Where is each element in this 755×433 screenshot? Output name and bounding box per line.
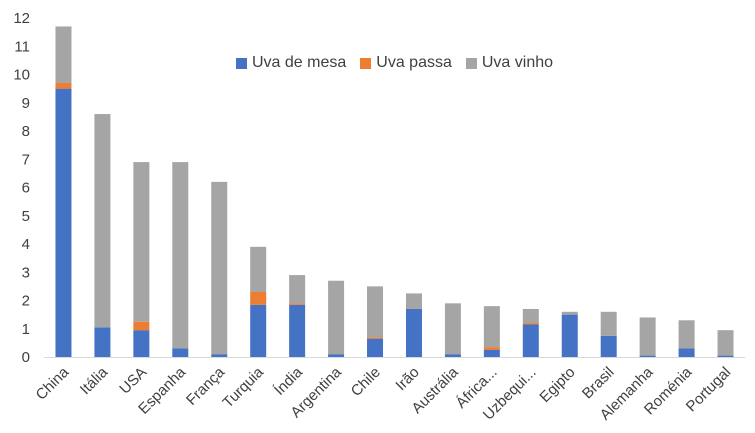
x-tick-label: Chile — [348, 364, 384, 400]
legend-swatch-uva-de-mesa — [236, 57, 247, 69]
x-tick-label: Índia — [271, 363, 306, 398]
y-tick-label: 1 — [22, 321, 30, 338]
bar-uva-passa — [522, 323, 539, 325]
bar-uva-passa — [250, 292, 267, 305]
y-tick-label: 6 — [22, 180, 30, 197]
bar-uva-vinho — [678, 320, 695, 349]
bar-uva-vinho — [405, 293, 422, 309]
bar-uva-vinho — [639, 317, 656, 356]
y-tick-label: 8 — [22, 123, 30, 140]
bar-uva-vinho — [717, 330, 734, 356]
y-tick-label: 3 — [22, 264, 30, 281]
legend-item-uva-vinho: Uva vinho — [465, 54, 554, 72]
y-tick-label: 12 — [13, 10, 30, 27]
legend-label-uva-vinho: Uva vinho — [481, 54, 554, 71]
bar-uva-de-mesa — [250, 304, 267, 357]
bar-uva-passa — [367, 337, 384, 339]
bar-uva-de-mesa — [717, 355, 734, 357]
y-tick-label: 7 — [22, 151, 30, 168]
bar-uva-passa — [289, 303, 306, 305]
y-tick-label: 4 — [22, 236, 30, 253]
bar-uva-vinho — [367, 286, 384, 338]
legend-item-uva-passa: Uva passa — [360, 54, 452, 72]
bar-uva-vinho — [444, 303, 461, 355]
legend-label-uva-passa: Uva passa — [376, 54, 452, 71]
bar-uva-de-mesa — [405, 308, 422, 357]
bar-uva-de-mesa — [444, 354, 461, 357]
bar-uva-vinho — [211, 181, 228, 355]
bar-uva-vinho — [133, 162, 150, 322]
bar-uva-passa — [55, 82, 72, 89]
x-tick-label: USA — [116, 364, 150, 398]
y-tick-label: 5 — [22, 208, 30, 225]
bar-uva-de-mesa — [328, 354, 345, 357]
y-tick-label: 0 — [22, 349, 30, 366]
bar-uva-de-mesa — [211, 354, 228, 357]
x-tick-label: China — [33, 363, 73, 403]
bar-uva-de-mesa — [678, 348, 695, 357]
bar-uva-vinho — [328, 280, 345, 355]
x-tick-label: Irão — [392, 364, 422, 394]
bar-uva-de-mesa — [561, 314, 578, 357]
y-tick-label: 11 — [14, 38, 30, 55]
x-tick-label: Turquia — [219, 363, 267, 411]
bar-uva-de-mesa — [600, 335, 617, 357]
bar-uva-de-mesa — [289, 304, 306, 357]
bar-uva-de-mesa — [483, 349, 500, 357]
y-tick-label: 2 — [22, 293, 30, 310]
bar-uva-de-mesa — [172, 348, 189, 357]
bar-uva-vinho — [250, 246, 267, 293]
bar-uva-passa — [483, 347, 500, 350]
bar-uva-vinho — [289, 275, 306, 304]
bar-uva-passa — [133, 321, 150, 331]
legend: Uva de mesa Uva passa Uva vinho — [236, 54, 553, 72]
y-tick-label: 10 — [13, 67, 30, 84]
bar-uva-de-mesa — [522, 324, 539, 357]
bar-uva-vinho — [522, 308, 539, 324]
bar-uva-vinho — [600, 311, 617, 336]
legend-swatch-uva-vinho — [465, 57, 477, 69]
y-tick-label: 9 — [22, 95, 30, 112]
x-tick-label: Egipto — [536, 364, 578, 406]
legend-item-uva-de-mesa: Uva de mesa — [236, 54, 346, 72]
bar-uva-vinho — [55, 26, 72, 83]
bar-uva-vinho — [561, 311, 578, 315]
bar-uva-de-mesa — [133, 330, 150, 357]
bar-uva-de-mesa — [639, 355, 656, 357]
bar-uva-de-mesa — [55, 88, 72, 357]
bar-uva-vinho — [94, 114, 111, 328]
bar-uva-de-mesa — [94, 327, 111, 357]
bar-uva-de-mesa — [367, 338, 384, 357]
legend-label-uva-de-mesa: Uva de mesa — [252, 54, 347, 71]
bar-uva-vinho — [483, 306, 500, 348]
bar-uva-vinho — [172, 162, 189, 349]
legend-swatch-uva-passa — [360, 57, 372, 69]
x-tick-label: Itália — [77, 363, 112, 398]
